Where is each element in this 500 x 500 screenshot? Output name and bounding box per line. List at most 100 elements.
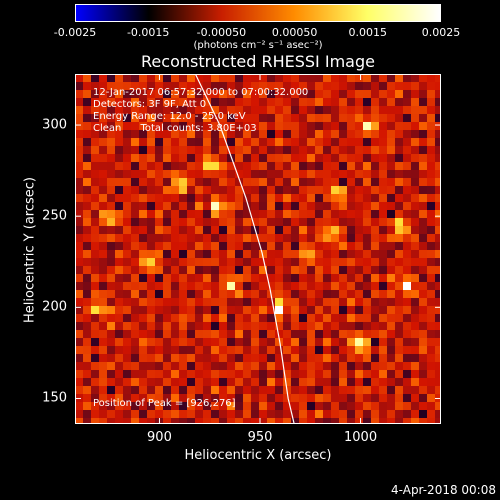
heatmap-cell xyxy=(171,290,179,298)
heatmap-cell xyxy=(227,298,235,306)
heatmap-cell xyxy=(291,370,299,378)
heatmap-cell xyxy=(211,274,219,282)
heatmap-cell xyxy=(187,258,195,266)
heatmap-cell xyxy=(403,306,411,314)
heatmap-cell xyxy=(347,274,355,282)
heatmap-cell xyxy=(227,346,235,354)
heatmap-cell xyxy=(371,394,379,402)
heatmap-cell xyxy=(387,378,395,386)
heatmap-cell xyxy=(219,162,227,170)
heatmap-cell xyxy=(411,354,419,362)
heatmap-cell xyxy=(243,178,251,186)
heatmap-cell xyxy=(427,410,435,418)
heatmap-cell xyxy=(283,394,291,402)
heatmap-cell xyxy=(99,354,107,362)
heatmap-cell xyxy=(419,330,427,338)
heatmap-cell xyxy=(363,274,371,282)
heatmap-cell xyxy=(411,362,419,370)
heatmap-cell xyxy=(171,178,179,186)
heatmap-cell xyxy=(315,186,323,194)
heatmap-cell xyxy=(387,234,395,242)
heatmap-cell xyxy=(107,290,115,298)
heatmap-cell xyxy=(107,282,115,290)
heatmap-cell xyxy=(139,418,147,424)
heatmap-cell xyxy=(323,362,331,370)
heatmap-cell xyxy=(267,138,275,146)
heatmap-cell xyxy=(331,122,339,130)
heatmap-cell xyxy=(227,170,235,178)
heatmap-cell xyxy=(307,90,315,98)
heatmap-cell xyxy=(299,306,307,314)
heatmap-cell xyxy=(259,410,267,418)
colorbar xyxy=(75,4,441,22)
heatmap-cell xyxy=(107,130,115,138)
heatmap-cell xyxy=(75,346,83,354)
heatmap-cell xyxy=(355,386,363,394)
heatmap-cell xyxy=(427,306,435,314)
heatmap-cell xyxy=(75,370,83,378)
heatmap-cell xyxy=(419,106,427,114)
heatmap-cell xyxy=(267,114,275,122)
heatmap-cell xyxy=(371,122,379,130)
heatmap-cell xyxy=(211,378,219,386)
heatmap-cell xyxy=(291,266,299,274)
heatmap-cell xyxy=(195,298,203,306)
heatmap-cell xyxy=(411,250,419,258)
heatmap-cell xyxy=(131,154,139,162)
heatmap-cell xyxy=(235,186,243,194)
heatmap-cell xyxy=(227,146,235,154)
heatmap-cell xyxy=(107,258,115,266)
heatmap-cell xyxy=(91,114,99,122)
heatmap-cell xyxy=(219,314,227,322)
heatmap-cell xyxy=(147,186,155,194)
heatmap-cell xyxy=(387,250,395,258)
heatmap-cell xyxy=(155,178,163,186)
heatmap-cell xyxy=(203,146,211,154)
heatmap-cell xyxy=(283,290,291,298)
heatmap-cell xyxy=(147,402,155,410)
heatmap-cell xyxy=(155,170,163,178)
heatmap-cell xyxy=(227,82,235,90)
heatmap-cell xyxy=(163,226,171,234)
heatmap-cell xyxy=(139,322,147,330)
heatmap-cell xyxy=(387,154,395,162)
heatmap-cell xyxy=(403,274,411,282)
heatmap-cell xyxy=(395,362,403,370)
heatmap-cell xyxy=(371,218,379,226)
heatmap-cell xyxy=(283,410,291,418)
heatmap-cell xyxy=(131,218,139,226)
heatmap-cell xyxy=(195,330,203,338)
heatmap-cell xyxy=(83,378,91,386)
heatmap-cell xyxy=(267,186,275,194)
heatmap-cell xyxy=(131,90,139,98)
heatmap-cell xyxy=(163,82,171,90)
heatmap-cell xyxy=(283,314,291,322)
heatmap-cell xyxy=(91,322,99,330)
heatmap-cell xyxy=(291,282,299,290)
heatmap-cell xyxy=(411,330,419,338)
heatmap-cell xyxy=(147,298,155,306)
heatmap-cell xyxy=(91,354,99,362)
heatmap-cell xyxy=(347,250,355,258)
heatmap-cell xyxy=(251,314,259,322)
heatmap-cell xyxy=(179,354,187,362)
heatmap-cell xyxy=(203,258,211,266)
heatmap-cell xyxy=(411,186,419,194)
heatmap-cell xyxy=(131,250,139,258)
heatmap-cell xyxy=(203,242,211,250)
heatmap-cell xyxy=(371,306,379,314)
heatmap-cell xyxy=(347,74,355,82)
heatmap-cell xyxy=(115,402,123,410)
heatmap-cell xyxy=(235,98,243,106)
heatmap-cell xyxy=(107,106,115,114)
heatmap-cell xyxy=(283,210,291,218)
heatmap-cell xyxy=(131,226,139,234)
heatmap-cell xyxy=(435,242,441,250)
heatmap-cell xyxy=(171,330,179,338)
heatmap-cell xyxy=(91,274,99,282)
heatmap-cell xyxy=(347,314,355,322)
heatmap-cell xyxy=(355,370,363,378)
heatmap-cell xyxy=(371,362,379,370)
heatmap-cell xyxy=(107,234,115,242)
heatmap-cell xyxy=(243,306,251,314)
